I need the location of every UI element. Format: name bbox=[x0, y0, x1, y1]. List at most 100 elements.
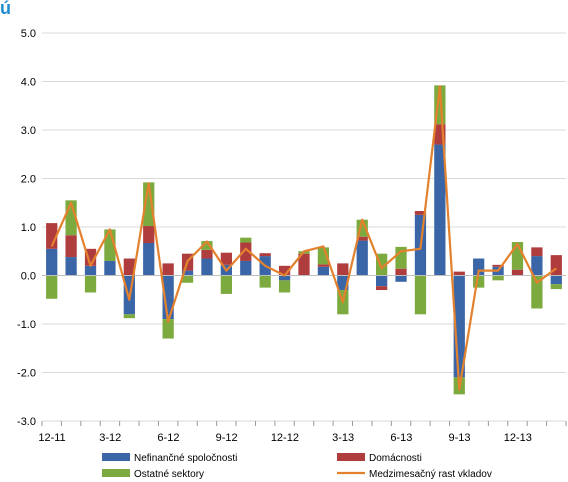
bar-segment bbox=[337, 263, 349, 276]
x-tick-label: 12-11 bbox=[38, 432, 65, 444]
legend-swatch bbox=[102, 469, 130, 477]
legend-swatch bbox=[102, 453, 130, 461]
bar-segment bbox=[550, 275, 562, 285]
bar-segment bbox=[123, 314, 135, 319]
bar-segment bbox=[201, 241, 213, 250]
bar-segment bbox=[434, 85, 446, 125]
bar-segment bbox=[395, 275, 407, 282]
bar-segment bbox=[317, 266, 330, 276]
bar-segment bbox=[531, 247, 543, 257]
legend-swatch bbox=[337, 453, 365, 461]
bar-segment bbox=[143, 226, 155, 244]
bar-segment bbox=[181, 270, 194, 276]
bar-segment bbox=[104, 229, 116, 261]
y-tick-label: -2.0 bbox=[17, 368, 36, 380]
bar-segment bbox=[376, 253, 388, 276]
bar-segment bbox=[434, 144, 446, 276]
bar-segment bbox=[531, 275, 543, 309]
bar-segment bbox=[65, 235, 77, 258]
x-tick-label: 6-13 bbox=[390, 432, 412, 444]
bar-segment bbox=[414, 210, 427, 215]
bar-segment bbox=[162, 275, 174, 320]
bar-segment bbox=[356, 236, 368, 241]
legend-label: Ostatné sektory bbox=[134, 469, 204, 480]
bar-segment bbox=[240, 260, 252, 276]
bar-segment bbox=[46, 248, 58, 276]
bar-segment bbox=[84, 275, 97, 293]
bar-segment bbox=[143, 182, 155, 227]
bar-segment bbox=[220, 252, 232, 265]
bar-segment bbox=[162, 263, 174, 276]
x-axis-ticks: 12-11 3-12 6-12 9-12 12-12 3-13 6-13 9-13 12-13 bbox=[38, 421, 567, 444]
bar-segment bbox=[46, 275, 58, 299]
bar-segment bbox=[259, 275, 271, 288]
x-tick-label: 9-12 bbox=[216, 432, 238, 444]
bar-segment bbox=[511, 242, 524, 270]
growth-line bbox=[50, 85, 557, 391]
bar-segment bbox=[511, 269, 524, 276]
bar-segment bbox=[395, 246, 407, 269]
x-tick-label: 3-12 bbox=[99, 432, 121, 444]
bar-segment bbox=[84, 265, 97, 276]
bar-segment bbox=[376, 286, 388, 291]
bar-segment bbox=[240, 242, 252, 261]
bar-segment bbox=[298, 253, 310, 276]
x-tick-label: 12-13 bbox=[504, 432, 532, 444]
y-tick-label: 1.0 bbox=[21, 222, 36, 234]
x-tick-label: 12-12 bbox=[271, 432, 299, 444]
line-series bbox=[50, 85, 557, 391]
bar-segment bbox=[259, 253, 271, 257]
legend-label: Domácnosti bbox=[369, 453, 422, 464]
bars bbox=[46, 85, 562, 395]
bar-segment bbox=[356, 219, 368, 237]
bar-segment bbox=[473, 275, 485, 288]
legend-label: Medzimesačný rast vkladov bbox=[369, 469, 492, 480]
bar-segment bbox=[65, 257, 77, 276]
y-tick-label: 5.0 bbox=[21, 28, 36, 40]
bar-segment bbox=[46, 223, 58, 249]
bar-segment bbox=[356, 240, 368, 276]
bar-segment bbox=[473, 258, 485, 276]
y-tick-label: -1.0 bbox=[17, 319, 36, 331]
bar-segment bbox=[181, 275, 194, 283]
x-tick-label: 3-13 bbox=[332, 432, 354, 444]
bar-segment bbox=[278, 280, 291, 293]
bar-segment bbox=[414, 275, 427, 315]
x-tick-label: 9-13 bbox=[449, 432, 471, 444]
y-tick-label: -3.0 bbox=[17, 416, 36, 428]
legend-label: Nefinančné spoločnosti bbox=[134, 453, 237, 464]
y-tick-label: 3.0 bbox=[21, 125, 36, 137]
bar-segment bbox=[550, 255, 562, 276]
bar-segment bbox=[453, 271, 465, 276]
bar-segment bbox=[143, 243, 155, 276]
legend: Nefinančné spoločnosti Domácnosti Ostatné … bbox=[102, 453, 492, 480]
bar-segment bbox=[492, 264, 504, 267]
bar-segment bbox=[65, 200, 77, 236]
bar-segment bbox=[240, 237, 252, 243]
bar-segment bbox=[220, 275, 232, 294]
y-tick-label: 0.0 bbox=[21, 271, 36, 283]
bar-segment bbox=[453, 275, 465, 378]
bar-segment bbox=[492, 275, 504, 281]
y-axis-ticks: 5.0 4.0 3.0 2.0 1.0 0.0 -1.0 -2.0 -3.0 bbox=[17, 28, 36, 428]
bar-segment bbox=[278, 265, 291, 276]
bar-segment bbox=[531, 256, 543, 276]
bar-segment bbox=[337, 275, 349, 291]
bar-segment bbox=[278, 275, 291, 281]
bar-segment bbox=[395, 268, 407, 276]
bar-segment bbox=[162, 319, 174, 339]
bar-segment bbox=[84, 248, 97, 266]
y-tick-label: 2.0 bbox=[21, 174, 36, 186]
bar-segment bbox=[201, 258, 213, 276]
bar-segment bbox=[317, 264, 330, 267]
gridlines bbox=[42, 32, 566, 422]
bar-segment bbox=[317, 247, 330, 265]
title-fragment: ú bbox=[0, 0, 11, 18]
x-tick-label: 6-12 bbox=[157, 432, 179, 444]
bar-segment bbox=[104, 260, 116, 276]
bar-segment bbox=[376, 275, 388, 287]
bar-segment bbox=[201, 249, 213, 259]
bar-segment bbox=[550, 284, 562, 290]
